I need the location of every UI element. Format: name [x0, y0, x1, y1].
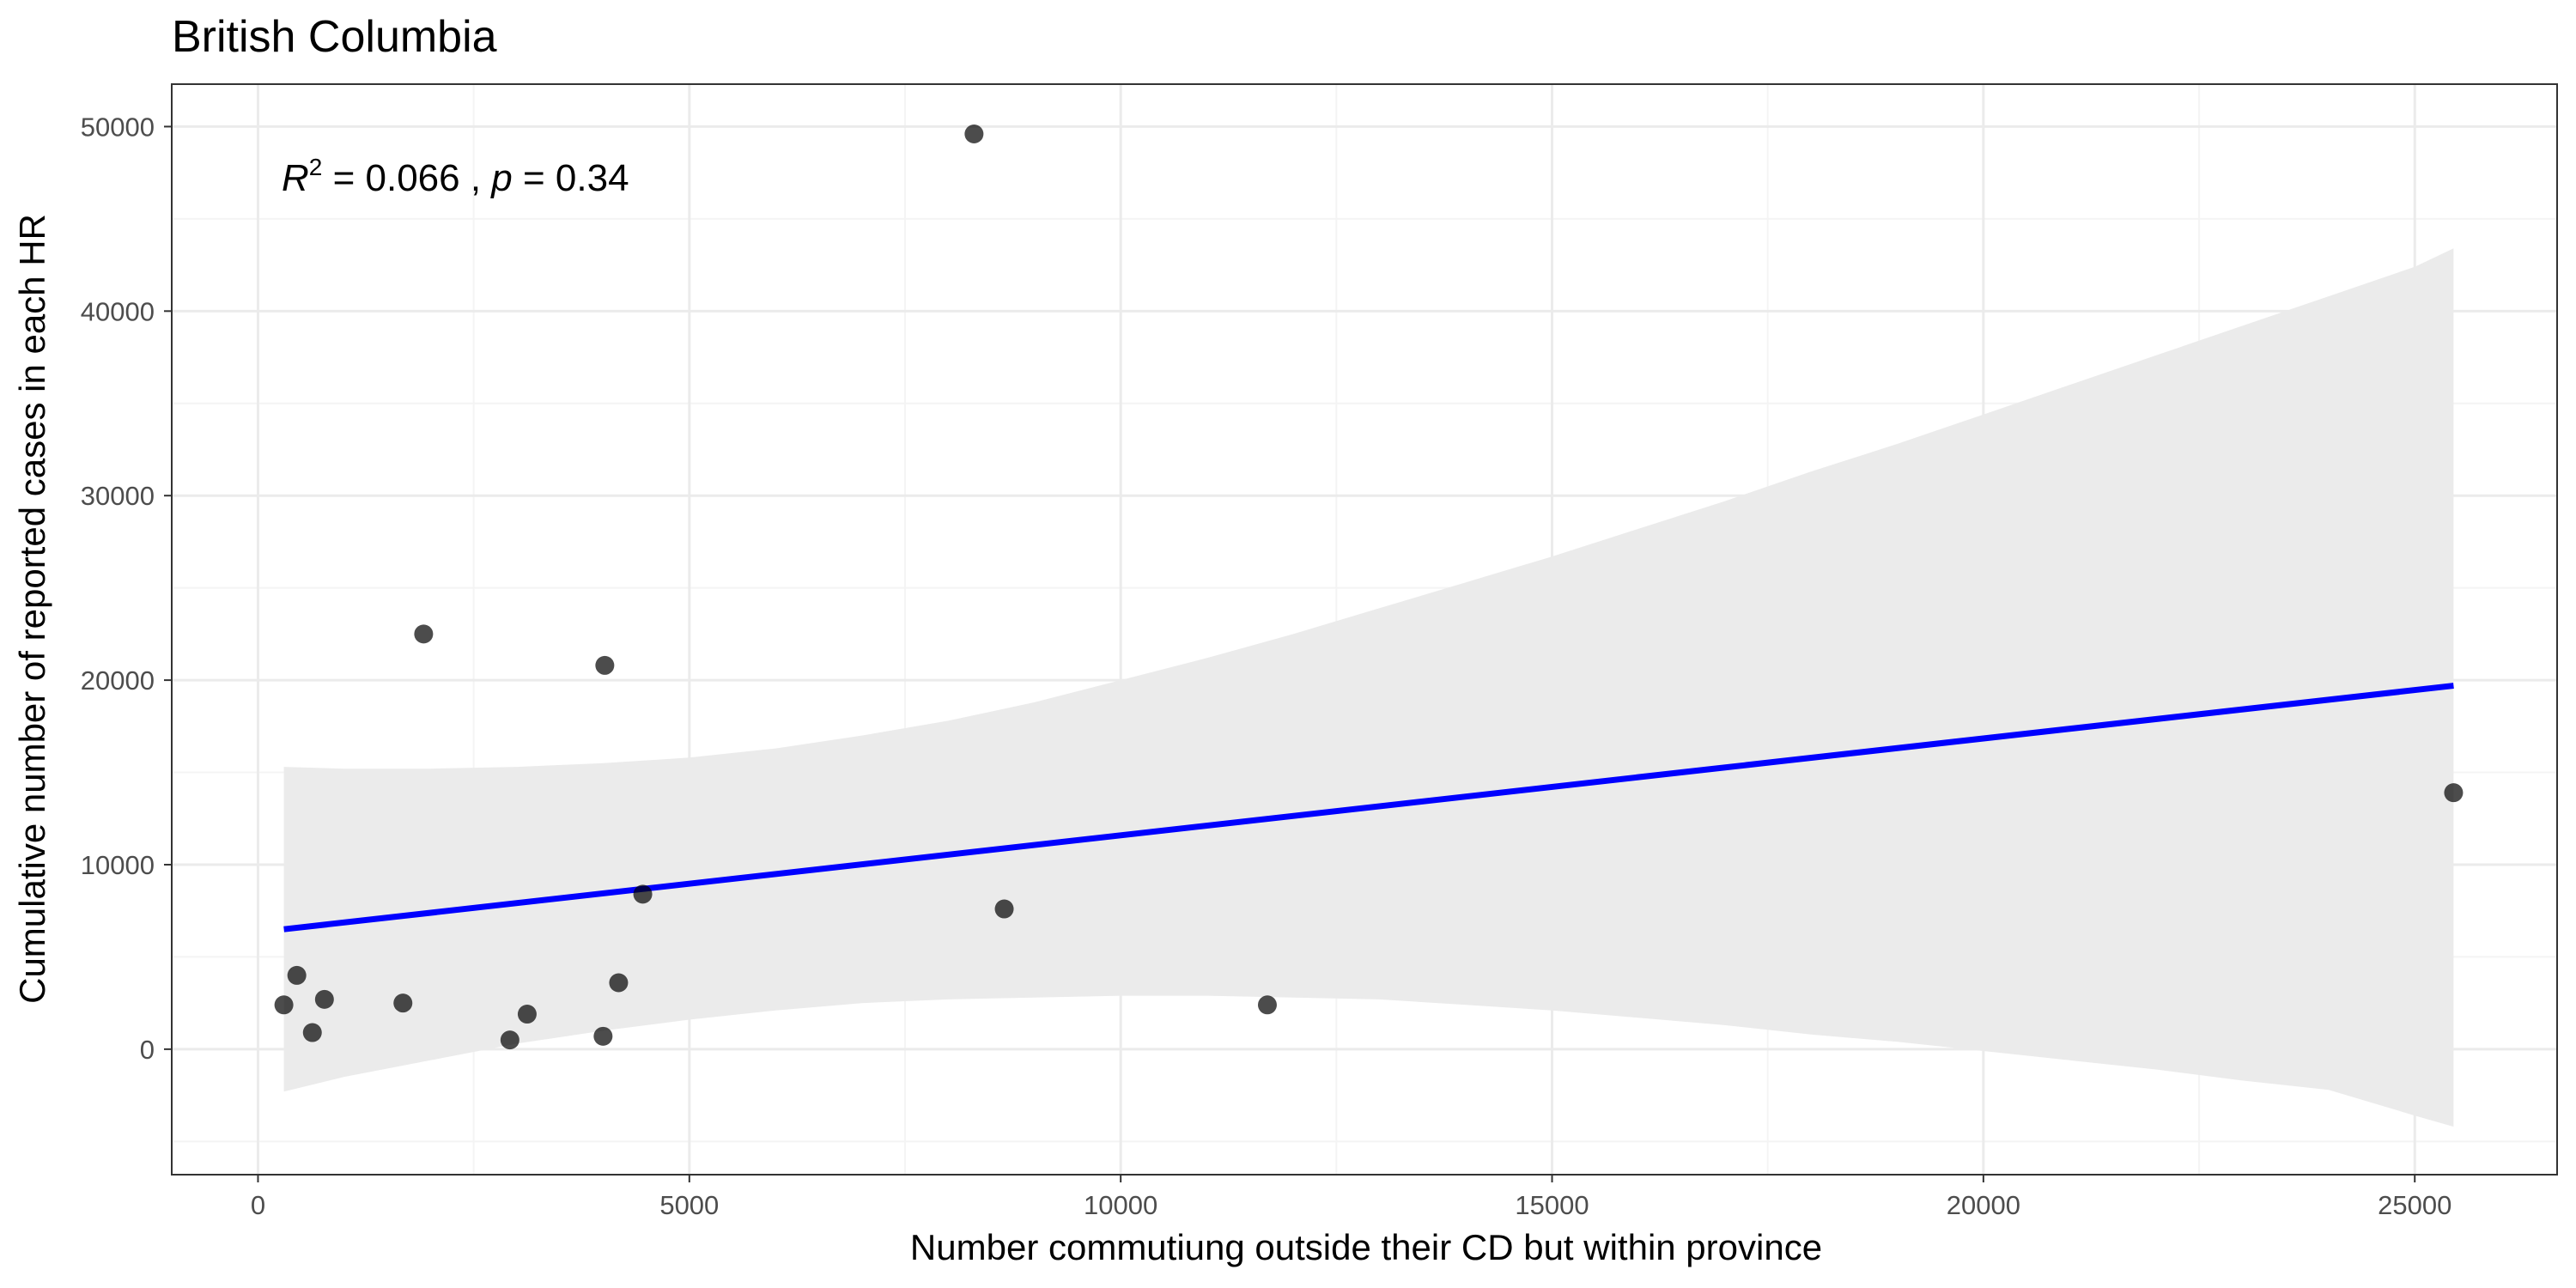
r-exponent: 2	[309, 154, 323, 180]
data-point	[287, 965, 307, 985]
data-point	[517, 1005, 537, 1024]
y-tick-label: 0	[140, 1035, 155, 1065]
p-value: = 0.34	[513, 157, 629, 199]
y-tick-label: 30000	[81, 481, 155, 511]
r-squared-value: = 0.066 ,	[322, 157, 491, 199]
data-point	[994, 899, 1014, 919]
confidence-band	[283, 248, 2454, 1127]
data-point	[609, 973, 629, 993]
data-point	[964, 125, 984, 144]
data-point	[633, 884, 653, 904]
x-tick-label: 20000	[1947, 1190, 2020, 1220]
x-tick-label: 10000	[1084, 1190, 1157, 1220]
x-axis: 0 5000 10000 15000 20000 25000	[251, 1175, 2451, 1220]
y-tick-label: 20000	[81, 665, 155, 696]
data-point	[393, 993, 413, 1013]
chart-title: British Columbia	[172, 12, 497, 62]
data-point	[500, 1030, 519, 1050]
plot-panel	[171, 83, 2558, 1176]
regression-stats-annotation: R2 = 0.066 , p = 0.34	[282, 154, 629, 199]
panel-border	[171, 83, 2558, 1176]
x-tick-label: 15000	[1515, 1190, 1589, 1220]
x-tick-label: 5000	[659, 1190, 719, 1220]
data-point	[314, 989, 334, 1009]
data-point	[593, 1026, 613, 1046]
data-point	[302, 1023, 322, 1042]
y-tick-label: 10000	[81, 850, 155, 880]
x-tick-label: 25000	[2378, 1190, 2451, 1220]
y-tick-label: 50000	[81, 112, 155, 142]
y-tick-label: 40000	[81, 296, 155, 326]
data-point	[595, 655, 615, 675]
data-point	[2444, 783, 2464, 803]
x-axis-title: Number commutiung outside their CD but w…	[910, 1227, 1822, 1267]
y-axis-title: Cumulative number of reported cases in e…	[12, 214, 52, 1004]
data-point	[1257, 995, 1277, 1015]
p-symbol: p	[489, 157, 512, 199]
r-symbol: R	[282, 157, 309, 199]
data-point	[274, 995, 294, 1015]
data-point	[414, 624, 434, 644]
x-tick-label: 0	[251, 1190, 265, 1220]
y-axis: 0 10000 20000 30000 40000 50000	[81, 112, 172, 1065]
